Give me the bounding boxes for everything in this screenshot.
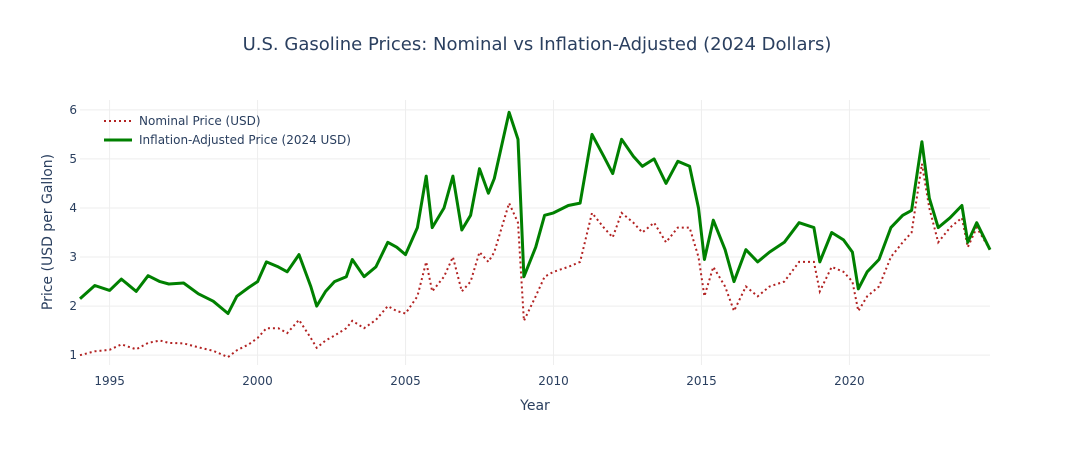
y-axis-ticks: 1 2 3 4 5 6 [69, 103, 77, 362]
y-axis-title: Price (USD per Gallon) [40, 154, 56, 310]
y-tick-label: 4 [69, 201, 77, 215]
nominal-price-line [79, 163, 991, 359]
legend-item-inflation-adjusted[interactable]: Inflation-Adjusted Price (2024 USD) [104, 133, 351, 147]
y-tick-label: 1 [69, 348, 77, 362]
x-tick-label: 2015 [686, 374, 717, 388]
legend-item-nominal[interactable]: Nominal Price (USD) [104, 114, 261, 128]
x-tick-label: 2000 [242, 374, 273, 388]
plot-area [78, 110, 992, 359]
y-tick-label: 5 [69, 152, 77, 166]
x-tick-label: 1995 [94, 374, 125, 388]
y-tick-label: 6 [69, 103, 77, 117]
legend-label-inflation-adjusted: Inflation-Adjusted Price (2024 USD) [139, 133, 351, 147]
legend[interactable]: Nominal Price (USD) Inflation-Adjusted P… [104, 114, 351, 147]
x-axis-ticks: 1995 2000 2005 2010 2015 2020 [94, 374, 864, 388]
x-tick-label: 2010 [538, 374, 569, 388]
x-tick-label: 2005 [390, 374, 421, 388]
chart-title: U.S. Gasoline Prices: Nominal vs Inflati… [243, 34, 832, 55]
x-tick-label: 2020 [834, 374, 865, 388]
legend-label-nominal: Nominal Price (USD) [139, 114, 261, 128]
grid-lines [80, 100, 990, 365]
inflation-adjusted-price-line [78, 110, 992, 315]
y-tick-label: 2 [69, 299, 77, 313]
x-axis-title: Year [519, 398, 550, 414]
y-tick-label: 3 [69, 250, 77, 264]
